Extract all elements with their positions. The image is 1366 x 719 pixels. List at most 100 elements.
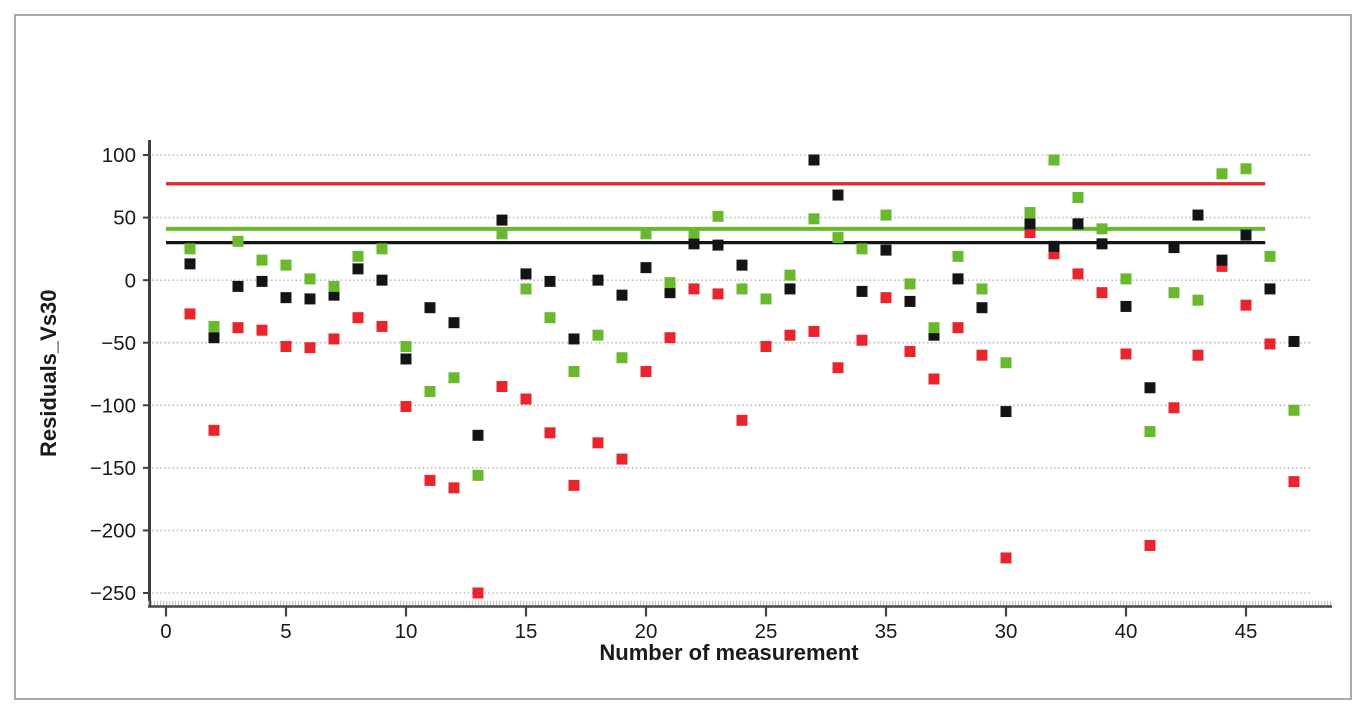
y-axis-tick-label: 100: [102, 144, 136, 167]
marker-red: [1216, 260, 1228, 272]
marker-red: [688, 283, 700, 295]
marker-red: [1264, 338, 1276, 350]
marker-red: [904, 345, 916, 357]
marker-green: [712, 210, 724, 222]
marker-black: [832, 189, 844, 201]
marker-red: [496, 381, 508, 393]
marker-green: [760, 293, 772, 305]
marker-red: [1168, 402, 1180, 414]
marker-red: [352, 312, 364, 324]
marker-black: [424, 302, 436, 314]
marker-black: [1048, 240, 1060, 252]
marker-red: [1144, 539, 1156, 551]
marker-green: [1120, 273, 1132, 285]
marker-green: [1024, 207, 1036, 219]
marker-red: [784, 329, 796, 341]
marker-red: [736, 414, 748, 426]
marker-black: [712, 239, 724, 251]
marker-red: [952, 322, 964, 334]
marker-red: [472, 587, 484, 599]
marker-red: [184, 308, 196, 320]
marker-black: [808, 154, 820, 166]
marker-black: [232, 280, 244, 292]
marker-black: [856, 285, 868, 297]
marker-green: [1168, 287, 1180, 299]
marker-green: [1000, 357, 1012, 369]
y-axis-title: Residuals_Vs30: [36, 289, 61, 457]
y-axis-tick-label: −50: [101, 332, 136, 355]
marker-black: [568, 333, 580, 345]
marker-black: [1288, 335, 1300, 347]
marker-green: [496, 228, 508, 240]
marker-green: [328, 280, 340, 292]
marker-red: [424, 474, 436, 486]
marker-green: [376, 243, 388, 255]
marker-black: [256, 275, 268, 287]
marker-green: [232, 235, 244, 247]
marker-red: [664, 332, 676, 344]
marker-black: [496, 214, 508, 226]
marker-black: [1192, 209, 1204, 221]
marker-black: [184, 258, 196, 270]
marker-red: [640, 365, 652, 377]
marker-green: [928, 322, 940, 334]
marker-black: [1216, 254, 1228, 266]
marker-black: [280, 292, 292, 304]
marker-green: [784, 269, 796, 281]
marker-green: [280, 259, 292, 271]
marker-green: [208, 320, 220, 332]
marker-red: [544, 427, 556, 439]
x-axis-tick-label: 45: [1235, 620, 1258, 643]
marker-black: [1264, 283, 1276, 295]
marker-black: [1072, 218, 1084, 230]
marker-black: [1000, 406, 1012, 418]
marker-red: [400, 401, 412, 413]
marker-green: [448, 372, 460, 384]
marker-green: [664, 277, 676, 289]
x-axis-tick-label: 40: [1115, 620, 1138, 643]
marker-black: [904, 295, 916, 307]
marker-red: [616, 453, 628, 465]
marker-green: [568, 365, 580, 377]
marker-black: [448, 317, 460, 329]
marker-green: [352, 250, 364, 262]
marker-green: [520, 283, 532, 295]
marker-green: [856, 243, 868, 255]
marker-red: [304, 342, 316, 354]
marker-green: [1072, 192, 1084, 204]
x-axis-tick-label: 5: [280, 620, 291, 643]
marker-red: [1192, 349, 1204, 361]
marker-red: [808, 325, 820, 337]
marker-green: [256, 254, 268, 266]
x-axis-title: Number of measurement: [599, 640, 859, 665]
marker-green: [688, 227, 700, 239]
marker-black: [400, 353, 412, 365]
marker-red: [1096, 287, 1108, 299]
marker-green: [1216, 168, 1228, 180]
marker-red: [880, 292, 892, 304]
marker-green: [880, 209, 892, 221]
marker-black: [880, 244, 892, 256]
marker-black: [544, 275, 556, 287]
marker-black: [1024, 218, 1036, 230]
marker-black: [328, 289, 340, 301]
x-axis-tick-label: 10: [395, 620, 418, 643]
marker-red: [328, 333, 340, 345]
marker-black: [952, 273, 964, 285]
marker-green: [1048, 154, 1060, 166]
x-axis-tick-label: 15: [515, 620, 538, 643]
marker-black: [520, 268, 532, 280]
marker-red: [1288, 476, 1300, 488]
marker-red: [976, 349, 988, 361]
marker-black: [1168, 242, 1180, 254]
marker-red: [520, 393, 532, 405]
x-axis-tick-label: 35: [875, 620, 898, 643]
marker-green: [1240, 163, 1252, 175]
marker-green: [640, 228, 652, 240]
marker-red: [1240, 299, 1252, 311]
y-axis-tick-label: −150: [90, 457, 136, 480]
marker-black: [304, 293, 316, 305]
y-axis-tick-label: −250: [90, 582, 136, 605]
marker-green: [544, 312, 556, 324]
